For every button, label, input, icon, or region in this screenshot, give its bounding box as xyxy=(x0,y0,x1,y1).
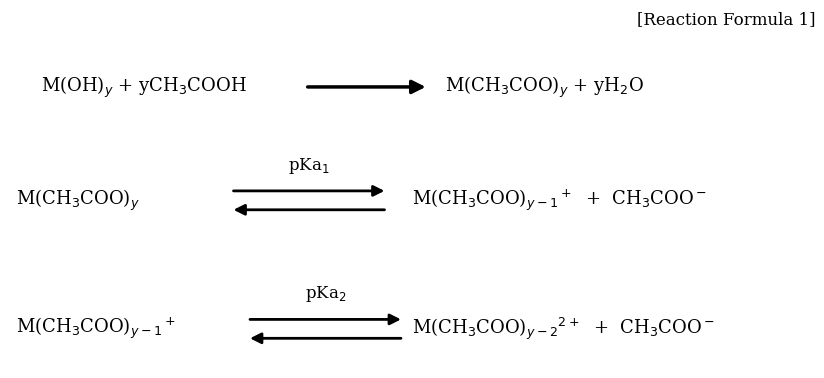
Text: M(CH$_3$COO)$_{y-2}$$^{2+}$  +  CH$_3$COO$^-$: M(CH$_3$COO)$_{y-2}$$^{2+}$ + CH$_3$COO$… xyxy=(412,316,715,342)
Text: pKa$_2$: pKa$_2$ xyxy=(305,284,346,304)
Text: M(CH$_3$COO)$_{y-1}$$^+$  +  CH$_3$COO$^-$: M(CH$_3$COO)$_{y-1}$$^+$ + CH$_3$COO$^-$ xyxy=(412,188,707,213)
Text: [Reaction Formula 1]: [Reaction Formula 1] xyxy=(637,11,816,28)
Text: M(OH)$_y$ + yCH$_3$COOH: M(OH)$_y$ + yCH$_3$COOH xyxy=(41,74,247,99)
Text: pKa$_1$: pKa$_1$ xyxy=(288,156,330,176)
Text: M(CH$_3$COO)$_y$ + yH$_2$O: M(CH$_3$COO)$_y$ + yH$_2$O xyxy=(445,74,644,99)
Text: M(CH$_3$COO)$_y$: M(CH$_3$COO)$_y$ xyxy=(16,188,140,213)
Text: M(CH$_3$COO)$_{y-1}$$^+$: M(CH$_3$COO)$_{y-1}$$^+$ xyxy=(16,316,176,341)
